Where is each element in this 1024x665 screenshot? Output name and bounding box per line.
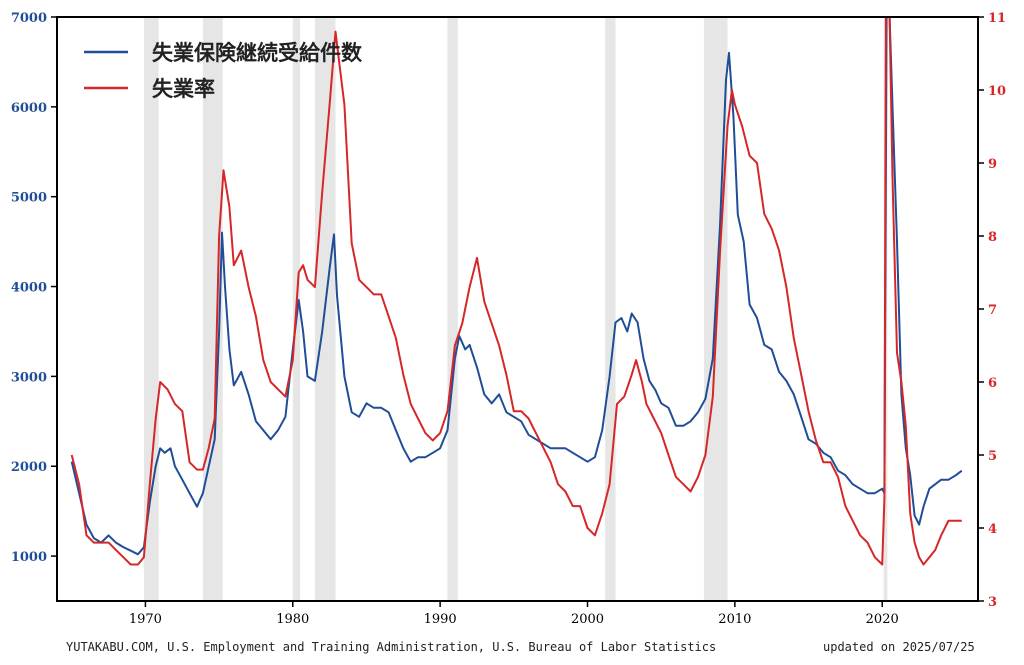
y-right-tick-label: 6	[988, 376, 997, 391]
y-right-tick-label: 3	[988, 595, 997, 610]
x-axis: 1970 1980 1990 2000 2010 2020	[129, 601, 899, 627]
recession-band	[605, 17, 616, 601]
y-left-tick-label: 2000	[11, 460, 47, 475]
updated-date: updated on 2025/07/25	[823, 640, 975, 654]
y-right-tick-label: 5	[988, 449, 997, 464]
recession-bands	[143, 17, 888, 601]
legend-label: 失業保険継続受給件数	[152, 41, 363, 65]
y-right-tick-label: 11	[988, 11, 1006, 26]
y-right-tick-label: 7	[988, 303, 997, 318]
series-lines	[70, 17, 963, 566]
y-right-tick-label: 10	[988, 84, 1006, 99]
x-tick-label: 1990	[424, 612, 457, 627]
x-tick-label: 1970	[129, 612, 162, 627]
x-tick-label: 2010	[718, 612, 751, 627]
series-line-unemployment-rate	[70, 17, 962, 566]
y-right-tick-label: 9	[988, 157, 997, 172]
x-tick-label: 2000	[571, 612, 604, 627]
recession-band	[447, 17, 458, 601]
y-left-tick-label: 6000	[11, 101, 47, 116]
y-axis-left: 1000 2000 3000 4000 5000 6000 7000	[11, 11, 57, 565]
y-left-tick-label: 5000	[11, 191, 47, 206]
y-right-tick-label: 4	[988, 522, 997, 537]
y-left-tick-label: 4000	[11, 281, 47, 296]
y-left-tick-label: 7000	[11, 11, 47, 26]
legend-label: 失業率	[152, 77, 215, 101]
y-left-tick-label: 1000	[11, 550, 47, 565]
y-right-tick-label: 8	[988, 230, 997, 245]
x-tick-label: 1980	[276, 612, 309, 627]
plot-frame	[56, 16, 979, 602]
series-line-claims	[70, 17, 963, 556]
source-note: YUTAKABU.COM, U.S. Employment and Traini…	[66, 640, 717, 654]
x-tick-label: 2020	[866, 612, 899, 627]
y-left-tick-label: 3000	[11, 370, 47, 385]
y-axis-right: 3 4 5 6 7 8 9 10 11	[978, 11, 1006, 610]
recession-band	[143, 17, 159, 601]
